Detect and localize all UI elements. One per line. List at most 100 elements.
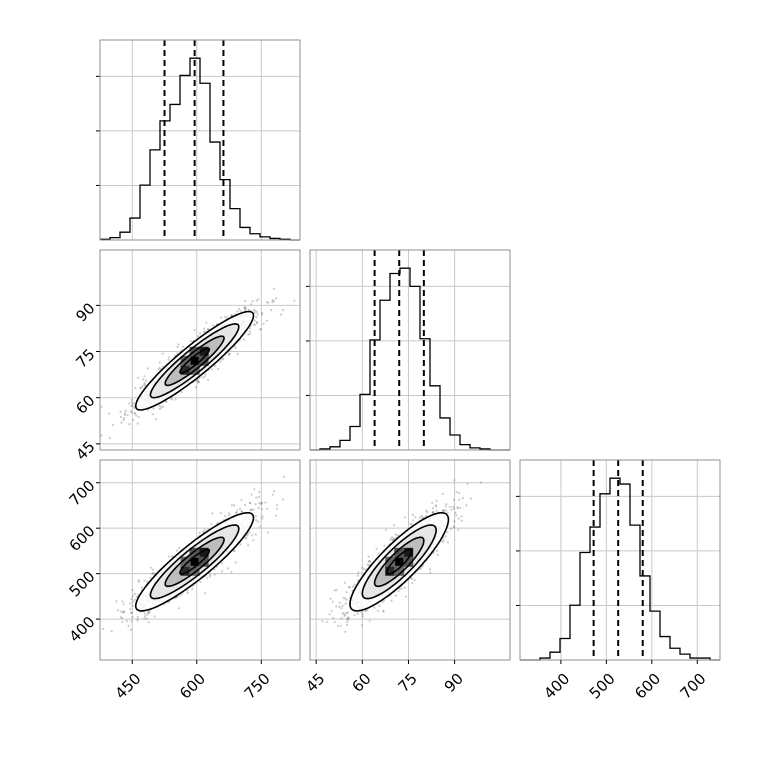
scatter-point xyxy=(143,375,146,378)
scatter-point xyxy=(246,532,249,535)
y-tick-label: 75 xyxy=(72,345,98,371)
scatter-point xyxy=(243,305,246,308)
scatter-point xyxy=(256,311,259,314)
scatter-point xyxy=(293,299,296,302)
scatter-point xyxy=(120,617,124,620)
scatter-point xyxy=(260,502,263,505)
scatter-point xyxy=(232,550,236,553)
scatter-point xyxy=(252,508,255,511)
scatter-point xyxy=(176,352,179,355)
scatter-point xyxy=(131,398,134,401)
scatter-point xyxy=(412,519,415,522)
scatter-point xyxy=(244,307,247,311)
scatter-point xyxy=(213,568,216,571)
scatter-point xyxy=(210,523,213,526)
scatter-point xyxy=(137,416,140,419)
scatter-point xyxy=(346,611,349,614)
scatter-point xyxy=(230,504,234,507)
scatter-point xyxy=(147,610,150,613)
scatter-point xyxy=(244,300,247,303)
scatter-point xyxy=(197,381,200,384)
scatter-point xyxy=(207,378,210,381)
scatter-point xyxy=(444,509,447,512)
scatter-point xyxy=(123,417,126,420)
scatter-point xyxy=(193,329,196,332)
scatter-point xyxy=(243,306,246,310)
density-cell xyxy=(394,556,405,567)
scatter-point xyxy=(247,308,251,311)
scatter-point xyxy=(199,332,202,335)
scatter-point xyxy=(131,403,134,406)
scatter-point xyxy=(459,506,462,509)
scatter-point xyxy=(121,621,124,624)
scatter-point xyxy=(369,560,372,563)
scatter-point xyxy=(131,616,134,619)
scatter-point xyxy=(425,509,428,512)
scatter-point xyxy=(248,330,251,333)
scatter-point xyxy=(321,620,324,623)
scatter-point xyxy=(259,328,262,331)
scatter-point xyxy=(244,307,248,310)
scatter-point xyxy=(130,611,133,614)
scatter-point xyxy=(394,533,397,536)
scatter-point xyxy=(130,411,133,414)
scatter-point xyxy=(151,572,154,575)
scatter-point xyxy=(329,597,332,600)
scatter-point xyxy=(442,539,445,542)
scatter-point xyxy=(266,507,269,510)
scatter-point xyxy=(131,588,134,592)
scatter-point xyxy=(239,309,242,313)
scatter-point xyxy=(389,538,392,541)
histogram-panel-3 xyxy=(516,459,721,661)
scatter-point xyxy=(255,316,258,319)
scatter-point xyxy=(271,299,274,302)
scatter-point xyxy=(176,345,179,348)
scatter-point xyxy=(240,510,243,513)
scatter-point xyxy=(203,327,206,330)
scatter-point xyxy=(351,585,355,588)
scatter-point xyxy=(254,323,257,326)
scatter-point xyxy=(255,320,258,324)
scatter-point xyxy=(180,391,183,394)
scatter-point xyxy=(346,618,349,621)
y-tick-label: 45 xyxy=(72,438,98,464)
scatter-point xyxy=(211,512,214,515)
scatter-point xyxy=(348,586,351,589)
scatter-point xyxy=(145,617,148,620)
scatter-point xyxy=(228,352,231,355)
scatter-point xyxy=(260,313,264,316)
scatter-point xyxy=(224,316,227,319)
scatter-point xyxy=(258,502,261,505)
density-contour xyxy=(149,524,240,600)
scatter-point xyxy=(181,345,184,348)
scatter-point xyxy=(177,343,180,346)
scatter-point xyxy=(260,501,263,504)
scatter-point xyxy=(426,510,429,514)
scatter-point xyxy=(452,505,455,508)
scatter-point xyxy=(108,437,111,440)
scatter-point xyxy=(146,367,149,370)
scatter-point xyxy=(258,491,261,494)
scatter-point xyxy=(404,595,407,598)
scatter-point xyxy=(209,573,212,576)
scatter-point xyxy=(140,586,143,589)
scatter-point xyxy=(273,490,276,493)
scatter-point xyxy=(212,324,215,327)
scatter-point xyxy=(466,482,469,485)
density-cell xyxy=(189,355,200,366)
scatter-point xyxy=(452,525,455,528)
scatter-point xyxy=(219,360,222,363)
scatter-point xyxy=(143,384,146,387)
scatter-point xyxy=(357,571,360,574)
scatter-point xyxy=(256,520,259,523)
scatter-point xyxy=(453,479,456,482)
scatter-point xyxy=(123,413,126,416)
panel-frame xyxy=(99,39,301,241)
scatter-point xyxy=(257,495,261,498)
density-cell xyxy=(198,556,209,567)
x-tick-label: 75 xyxy=(395,670,421,696)
scatter-point xyxy=(203,375,206,378)
scatter-point xyxy=(479,481,482,484)
scatter-point xyxy=(340,607,343,610)
scatter-point xyxy=(441,540,444,544)
